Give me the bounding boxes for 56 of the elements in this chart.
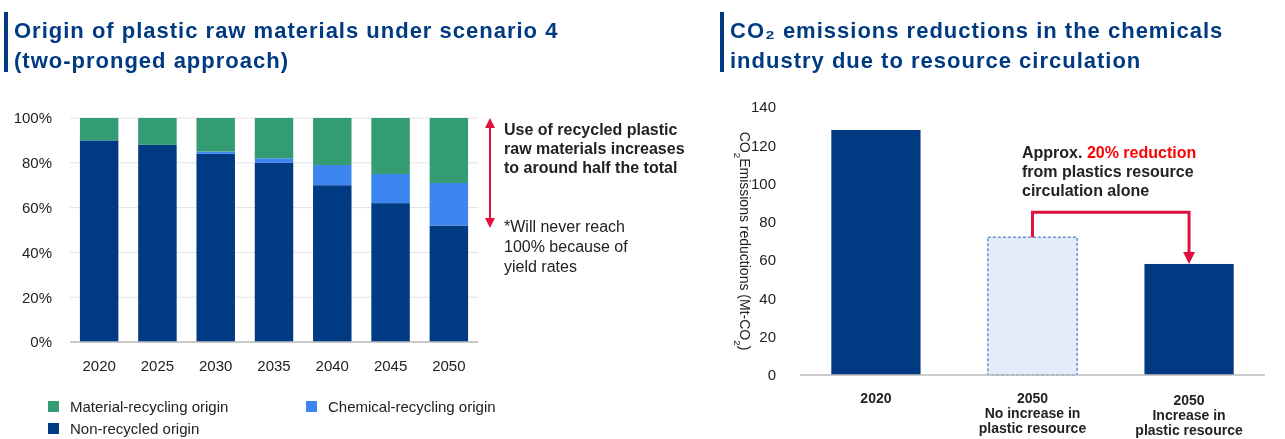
y-tick-label: 40 <box>759 289 776 307</box>
bar <box>313 165 352 186</box>
legend-label: Material-recycling origin <box>70 398 229 415</box>
x-tick-label: 2020 <box>860 390 892 406</box>
x-tick-label: 2020 <box>82 357 116 374</box>
x-tick-label: 2030 <box>199 357 233 374</box>
bar <box>196 153 235 342</box>
y-tick-label: 20% <box>21 288 52 306</box>
y-tick-label: 100 <box>750 174 776 192</box>
annotation: from plastics resource circulation alone <box>1022 163 1194 199</box>
bar <box>313 118 352 166</box>
y-tick-label: 20 <box>759 328 776 346</box>
legend-label: Chemical-recycling origin <box>328 398 496 415</box>
annotation: Approx. <box>1022 144 1087 161</box>
y-tick-label: 0 <box>767 366 776 384</box>
y-tick-label: 140 <box>750 98 776 116</box>
bar <box>371 118 410 174</box>
x-tick-label: 2045 <box>373 357 408 374</box>
bar <box>196 118 235 152</box>
bar <box>429 118 469 183</box>
annotation: 20% reduction <box>1086 144 1197 161</box>
y-tick-label: 120 <box>750 136 776 154</box>
y-tick-label: 0% <box>30 333 52 351</box>
y-tick-label: 100% <box>13 109 52 127</box>
bar <box>1144 263 1234 375</box>
x-tick-label: 2050 <box>432 357 466 374</box>
bar <box>429 225 469 342</box>
x-tick-label: 2040 <box>315 357 349 374</box>
text: *Will never reach 100% because of yield rates <box>504 218 629 275</box>
bar <box>313 185 352 342</box>
bar <box>987 236 1078 376</box>
x-tick-label: 2025 <box>140 357 175 374</box>
x-tick-label: 2035 <box>257 357 291 374</box>
legend-label: Non-recycled origin <box>70 420 200 437</box>
chart-title: Origin of plastic raw materials under scenario 4 (two-pronged approach) <box>14 18 559 73</box>
bar <box>254 162 294 342</box>
bar <box>79 140 119 342</box>
bar <box>371 203 410 342</box>
bar <box>254 118 294 159</box>
bar <box>79 118 119 141</box>
y-tick-label: 60% <box>21 198 52 216</box>
bar <box>831 129 921 375</box>
chart-title: CO₂ emissions reductions in the chemicals industry due to resource circulation <box>730 18 1224 73</box>
y-tick-label: 40% <box>21 243 52 261</box>
text: Use of recycled plastic raw materials increases to around half the total <box>504 121 685 176</box>
bar <box>371 174 410 204</box>
bar <box>429 182 469 226</box>
bar <box>196 151 235 154</box>
y-tick-label: 80% <box>21 154 52 172</box>
x-tick-label: 2050 Increase in plastic resource <box>1135 392 1243 438</box>
bar <box>254 158 294 163</box>
x-tick-label: 2050 No increase in plastic resource <box>978 390 1087 436</box>
y-tick-label: 60 <box>759 251 776 269</box>
y-tick-label: 80 <box>759 213 776 231</box>
bar <box>138 118 177 145</box>
bar <box>138 144 177 342</box>
